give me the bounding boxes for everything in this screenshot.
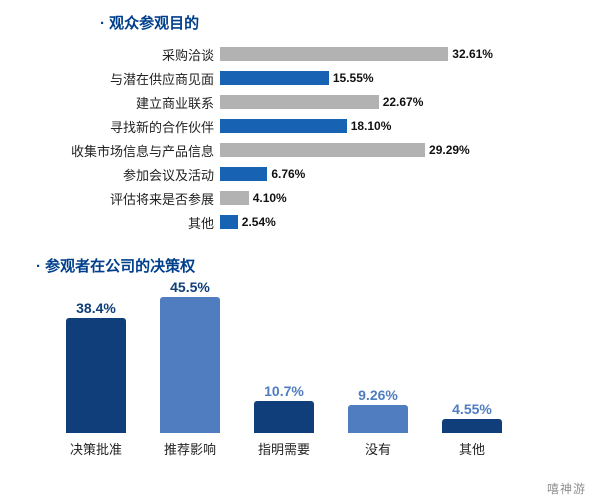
hbar-row: 其他 2.54%	[60, 211, 564, 233]
hbar-value: 29.29%	[429, 143, 470, 157]
hbar-bar	[220, 95, 379, 109]
hbar-value: 2.54%	[242, 215, 276, 229]
vbar-bar	[348, 405, 408, 433]
hbar-track: 22.67%	[220, 95, 564, 109]
watermark-text: 嘻神游	[547, 480, 586, 497]
hbar-value: 32.61%	[452, 47, 493, 61]
hbar-track: 15.55%	[220, 71, 564, 85]
purpose-chart: 采购洽谈 32.61% 与潜在供应商见面 15.55% 建立商业联系 22.67% 寻找新的…	[60, 43, 564, 233]
vbar-value: 10.7%	[264, 383, 304, 399]
vbar-value: 4.55%	[452, 401, 492, 417]
decision-chart: 38.4% 决策批准 45.5% 推荐影响 10.7% 指明需要 9.26% 没有 4.55% 其…	[30, 278, 564, 458]
hbar-track: 2.54%	[220, 215, 564, 229]
vbar-col: 9.26% 没有	[342, 387, 414, 458]
hbar-row: 评估将来是否参展 4.10%	[60, 187, 564, 209]
vbar-col: 4.55% 其他	[436, 401, 508, 458]
hbar-bar	[220, 119, 347, 133]
hbar-label: 建立商业联系	[60, 93, 220, 112]
hbar-track: 4.10%	[220, 191, 564, 205]
vbar-bar	[442, 419, 502, 433]
hbar-label: 采购洽谈	[60, 45, 220, 64]
hbar-row: 寻找新的合作伙伴 18.10%	[60, 115, 564, 137]
hbar-bar	[220, 47, 448, 61]
hbar-value: 15.55%	[333, 71, 374, 85]
hbar-track: 29.29%	[220, 143, 564, 157]
vbar-label: 推荐影响	[164, 439, 216, 458]
vbar-value: 38.4%	[76, 300, 116, 316]
hbar-row: 与潜在供应商见面 15.55%	[60, 67, 564, 89]
hbar-value: 6.76%	[271, 167, 305, 181]
hbar-value: 4.10%	[253, 191, 287, 205]
hbar-label: 其他	[60, 213, 220, 232]
vbar-bar	[66, 318, 126, 433]
hbar-bar	[220, 215, 238, 229]
hbar-track: 6.76%	[220, 167, 564, 181]
vbar-label: 决策批准	[70, 439, 122, 458]
hbar-bar	[220, 167, 267, 181]
hbar-label: 与潜在供应商见面	[60, 69, 220, 88]
vbar-label: 其他	[459, 439, 485, 458]
hbar-row: 采购洽谈 32.61%	[60, 43, 564, 65]
vbar-label: 没有	[365, 439, 391, 458]
vbar-col: 45.5% 推荐影响	[154, 279, 226, 459]
hbar-row: 收集市场信息与产品信息 29.29%	[60, 139, 564, 161]
purpose-chart-title: 观众参观目的	[100, 12, 564, 33]
hbar-value: 18.10%	[351, 119, 392, 133]
hbar-bar	[220, 71, 329, 85]
vbar-col: 10.7% 指明需要	[248, 383, 320, 458]
hbar-row: 建立商业联系 22.67%	[60, 91, 564, 113]
hbar-label: 评估将来是否参展	[60, 189, 220, 208]
hbar-track: 18.10%	[220, 119, 564, 133]
vbar-value: 9.26%	[358, 387, 398, 403]
hbar-value: 22.67%	[383, 95, 424, 109]
vbar-col: 38.4% 决策批准	[60, 300, 132, 458]
hbar-label: 收集市场信息与产品信息	[60, 141, 220, 160]
hbar-track: 32.61%	[220, 47, 564, 61]
hbar-label: 参加会议及活动	[60, 165, 220, 184]
hbar-bar	[220, 143, 425, 157]
hbar-row: 参加会议及活动 6.76%	[60, 163, 564, 185]
vbar-bar	[160, 297, 220, 434]
vbar-label: 指明需要	[258, 439, 310, 458]
hbar-bar	[220, 191, 249, 205]
decision-chart-title: 参观者在公司的决策权	[36, 255, 564, 276]
vbar-value: 45.5%	[170, 279, 210, 295]
hbar-label: 寻找新的合作伙伴	[60, 117, 220, 136]
vbar-bar	[254, 401, 314, 433]
